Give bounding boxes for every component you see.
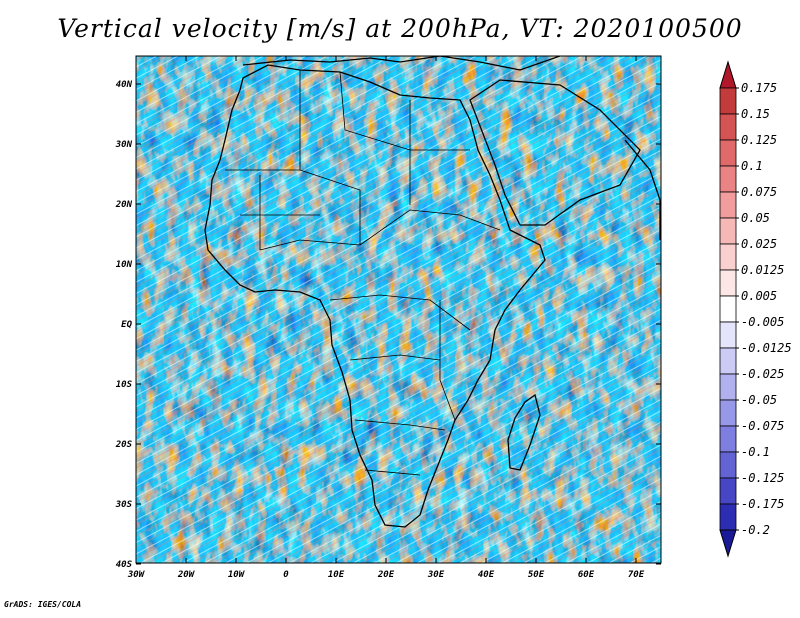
colorbar-swatch <box>719 191 737 219</box>
africa-coastline <box>204 64 546 528</box>
colorbar-label: 0.125 <box>741 133 777 147</box>
lon-tick-label: 10E <box>328 570 345 580</box>
colorbar-swatch <box>719 399 737 427</box>
coastlines <box>204 56 661 528</box>
colorbar-swatch <box>719 347 737 375</box>
colorbar-label: 0.0125 <box>741 263 784 277</box>
colorbar-swatch <box>719 451 737 479</box>
colorbar-bottom-arrow <box>719 529 737 558</box>
colorbar-label: -0.2 <box>741 523 770 537</box>
colorbar-label: -0.025 <box>741 367 784 381</box>
colorbar-swatch <box>719 425 737 453</box>
lat-tick-label: 20N <box>115 200 133 210</box>
colorbar-label: -0.05 <box>741 393 777 407</box>
colorbar-label: 0.005 <box>741 289 777 303</box>
colorbar-label: 0.1 <box>741 159 763 173</box>
lat-tick-label: 30S <box>115 500 133 510</box>
lat-tick-label: 30N <box>115 140 133 150</box>
lon-tick-label: 10W <box>228 570 246 580</box>
colorbar-label: 0.15 <box>741 107 770 121</box>
colorbar-swatch <box>719 113 737 141</box>
page-title: Vertical velocity [m/s] at 200hPa, VT: 2… <box>57 14 743 43</box>
europe-coastline <box>242 56 561 71</box>
colorbar-swatch <box>719 217 737 245</box>
colorbar-label: -0.005 <box>741 315 784 329</box>
colorbar-swatch <box>719 165 737 193</box>
colorbar-swatch <box>719 269 737 297</box>
colorbar-swatch <box>719 87 737 115</box>
lon-tick-label: 40E <box>478 570 495 580</box>
colorbar: 0.175 0.15 0.125 0.1 0.075 0.05 0.025 0.0125 0.0… <box>719 60 792 558</box>
grads-credit: GrADS: IGES/COLA <box>4 600 82 609</box>
colorbar-swatch <box>719 295 737 323</box>
colorbar-swatch <box>719 477 737 505</box>
country-borders <box>225 70 501 476</box>
colorbar-label: 0.05 <box>741 211 770 225</box>
colorbar-swatch <box>719 243 737 271</box>
colorbar-label: -0.0125 <box>741 341 792 355</box>
colorbar-label: -0.1 <box>741 445 770 459</box>
colorbar-swatch <box>719 503 737 531</box>
lon-tick-label: 70E <box>628 570 645 580</box>
longitude-axis: 30W 20W 10W 0 10E 20E 30E 40E 50E 60E 70E <box>127 56 645 580</box>
colorbar-swatch <box>719 321 737 349</box>
colorbar-top-arrow <box>719 60 737 89</box>
lat-tick-label: 40N <box>116 80 133 90</box>
colorbar-swatch <box>719 373 737 401</box>
colorbar-label: 0.075 <box>741 185 777 199</box>
lon-tick-label: 0 <box>283 570 289 580</box>
india-coastline <box>624 139 661 240</box>
lon-tick-label: 20E <box>377 570 395 580</box>
latitude-axis: 40N 30N 20N 10N EQ 10S 20S 30S 40S <box>115 80 661 570</box>
colorbar-swatch <box>719 139 737 167</box>
lat-tick-label: 10S <box>116 380 133 390</box>
lon-tick-label: 30E <box>427 570 445 580</box>
arabia-coastline <box>469 79 641 226</box>
lat-tick-label: 10N <box>116 260 133 270</box>
colorbar-label: 0.175 <box>741 81 777 95</box>
madagascar-coastline <box>507 393 541 471</box>
lon-tick-label: 20W <box>177 570 196 580</box>
colorbar-label: -0.175 <box>741 497 784 511</box>
lon-tick-label: 60E <box>578 570 595 580</box>
lat-tick-label: 40S <box>116 560 133 570</box>
lat-tick-label: 20S <box>115 440 133 450</box>
lon-tick-label: 30W <box>127 570 146 580</box>
colorbar-label: -0.075 <box>741 419 784 433</box>
colorbar-label: 0.025 <box>741 237 777 251</box>
lat-tick-label: EQ <box>121 320 132 330</box>
map-frame <box>135 55 662 564</box>
lon-tick-label: 50E <box>528 570 545 580</box>
map-plot-area <box>136 56 661 563</box>
colorbar-label: -0.125 <box>741 471 784 485</box>
